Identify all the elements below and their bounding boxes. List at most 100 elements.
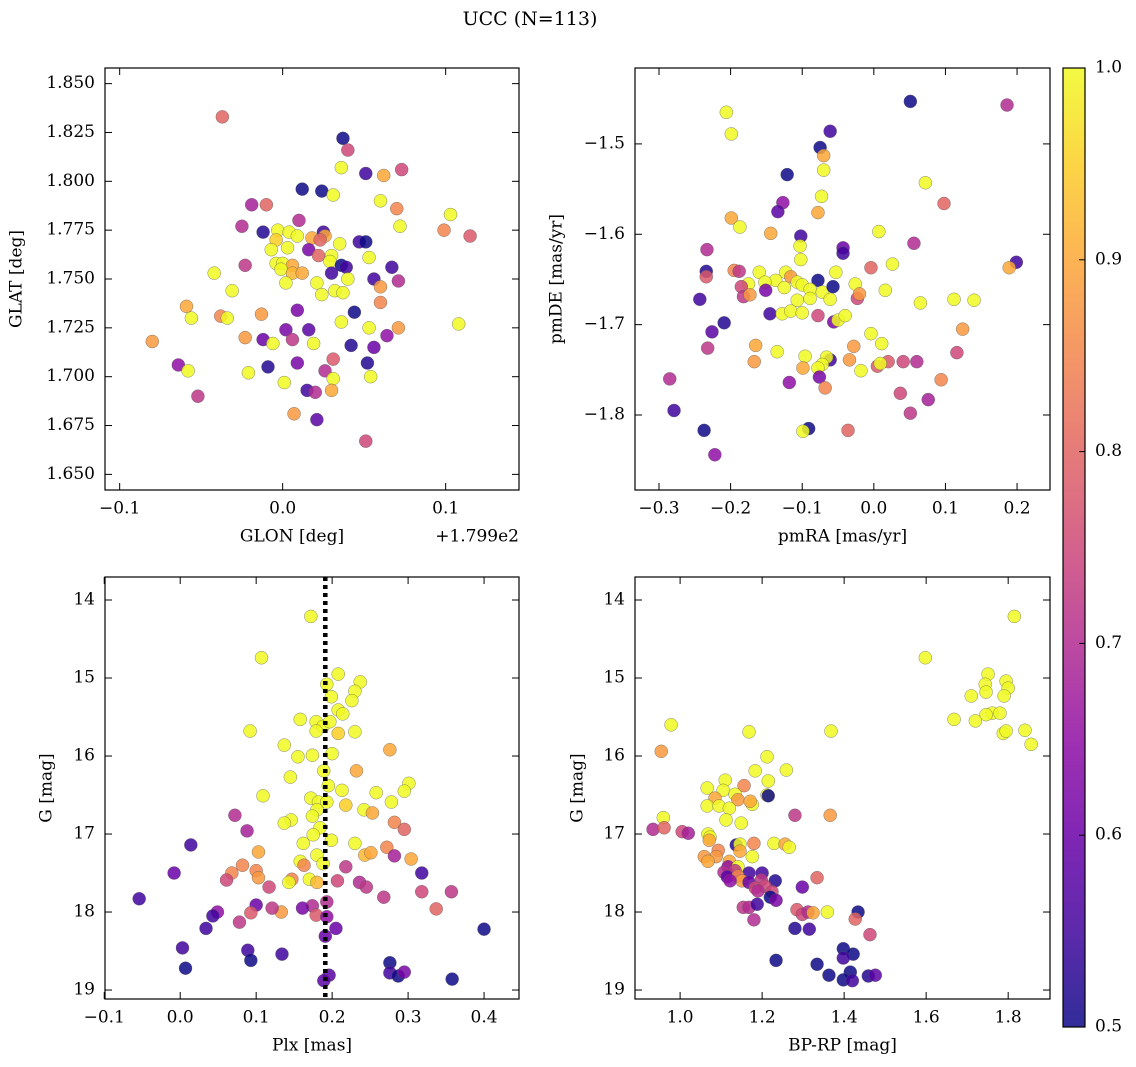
point xyxy=(397,965,412,979)
point xyxy=(664,718,678,732)
point xyxy=(290,229,305,243)
point xyxy=(918,176,933,190)
point xyxy=(829,265,843,279)
point xyxy=(277,816,292,830)
point xyxy=(818,381,832,395)
point xyxy=(259,198,274,212)
point xyxy=(310,412,324,427)
y-tick-label: 1.675 xyxy=(46,415,95,435)
point xyxy=(803,291,817,306)
point xyxy=(243,724,257,738)
point xyxy=(937,196,951,211)
point xyxy=(228,808,242,823)
x-tick-label: 1.0 xyxy=(667,1008,694,1028)
point xyxy=(359,235,373,249)
point xyxy=(297,858,311,872)
point xyxy=(315,184,329,198)
point xyxy=(1018,723,1032,738)
point xyxy=(463,229,477,243)
point xyxy=(331,667,345,681)
y-tick-label: 1.700 xyxy=(46,366,95,386)
point xyxy=(802,922,817,936)
point xyxy=(770,344,784,359)
point xyxy=(316,856,330,871)
point xyxy=(733,220,747,234)
axes-frame xyxy=(104,576,520,1000)
point xyxy=(362,321,376,335)
point xyxy=(751,884,765,898)
point xyxy=(719,813,733,827)
point xyxy=(717,316,731,330)
point xyxy=(979,685,993,699)
point xyxy=(325,746,339,761)
point xyxy=(824,724,838,738)
point xyxy=(341,272,355,286)
point xyxy=(394,162,409,177)
point xyxy=(295,266,309,280)
x-tick-label: 0.3 xyxy=(395,1008,422,1028)
point xyxy=(968,714,983,728)
point xyxy=(244,198,259,212)
point xyxy=(347,305,362,319)
point xyxy=(336,707,350,721)
point xyxy=(207,266,221,280)
point xyxy=(724,127,739,141)
y-tick-label: 14 xyxy=(73,590,95,610)
point xyxy=(814,189,829,204)
y-tick-label: −1.6 xyxy=(584,224,625,244)
point xyxy=(334,160,349,175)
point xyxy=(329,921,343,936)
point xyxy=(404,852,418,866)
point xyxy=(950,345,964,360)
point xyxy=(784,304,798,318)
point xyxy=(864,260,878,275)
point xyxy=(341,143,355,157)
plot-area xyxy=(132,577,491,999)
point xyxy=(979,707,993,722)
point xyxy=(719,105,734,120)
point xyxy=(947,712,961,727)
point xyxy=(251,870,266,885)
y-tick-label: 1.800 xyxy=(46,171,95,191)
point xyxy=(274,262,288,276)
point xyxy=(326,371,340,386)
x-tick-label: 0.4 xyxy=(471,1008,498,1028)
point xyxy=(391,274,406,288)
point xyxy=(681,826,696,840)
point xyxy=(657,821,671,835)
point xyxy=(264,242,279,257)
point xyxy=(822,968,836,982)
point xyxy=(747,354,761,369)
point xyxy=(811,273,825,288)
point xyxy=(662,372,677,386)
point xyxy=(305,748,320,762)
point xyxy=(823,292,837,307)
colorbar-tick-label: 0.8 xyxy=(1095,441,1122,461)
point xyxy=(812,370,827,384)
y-axis-label: GLAT [deg] xyxy=(7,230,27,328)
point xyxy=(184,838,198,852)
point xyxy=(796,424,810,439)
point xyxy=(848,912,862,926)
point xyxy=(816,148,831,163)
point xyxy=(733,844,747,858)
point xyxy=(788,808,802,823)
point xyxy=(384,795,399,809)
point xyxy=(365,806,380,820)
point xyxy=(295,901,310,915)
y-tick-label: 17 xyxy=(73,824,95,844)
point xyxy=(444,884,459,899)
x-axis-label: BP-RP [mag] xyxy=(788,1036,897,1056)
point xyxy=(292,213,306,228)
x-tick-label: 1.4 xyxy=(831,1008,858,1028)
point xyxy=(175,941,190,955)
point xyxy=(232,915,247,929)
point xyxy=(315,287,329,302)
point xyxy=(747,836,761,851)
colorbar-tick-label: 1.0 xyxy=(1095,58,1122,78)
point xyxy=(279,323,293,337)
axes-frame xyxy=(634,576,1051,1000)
point xyxy=(145,334,160,349)
axes-frame xyxy=(634,67,1051,491)
x-tick-label: −0.1 xyxy=(99,499,140,519)
